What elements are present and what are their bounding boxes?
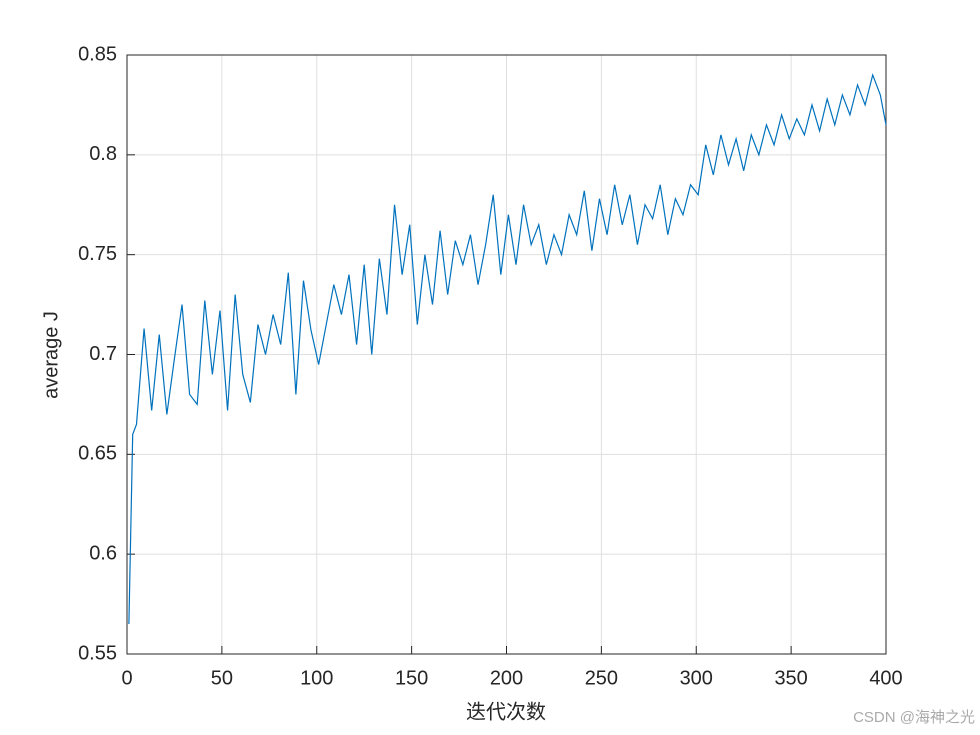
x-tick-label: 0: [121, 667, 132, 689]
plot-frame: [126, 54, 887, 655]
x-tick-label: 350: [774, 667, 807, 689]
y-tick-label: 0.75: [78, 243, 117, 265]
y-axis-label: average J: [40, 311, 62, 399]
x-tick-label: 250: [585, 667, 618, 689]
watermark: CSDN @海神之光: [853, 709, 975, 726]
x-tick-label: 200: [490, 667, 523, 689]
x-tick-label: 50: [211, 667, 233, 689]
x-tick-label: 300: [680, 667, 713, 689]
x-tick-label: 400: [869, 667, 902, 689]
x-axis-label: 迭代次数: [466, 700, 546, 723]
y-tick-label: 0.6: [89, 542, 117, 564]
y-tick-label: 0.55: [78, 642, 117, 664]
x-tick-label: 100: [300, 667, 333, 689]
y-tick-label: 0.65: [78, 443, 117, 465]
y-tick-label: 0.7: [89, 343, 117, 365]
x-tick-label: 150: [395, 667, 428, 689]
y-tick-label: 0.8: [89, 143, 117, 165]
data-line: [128, 72, 887, 625]
y-tick-label: 0.85: [78, 43, 117, 65]
